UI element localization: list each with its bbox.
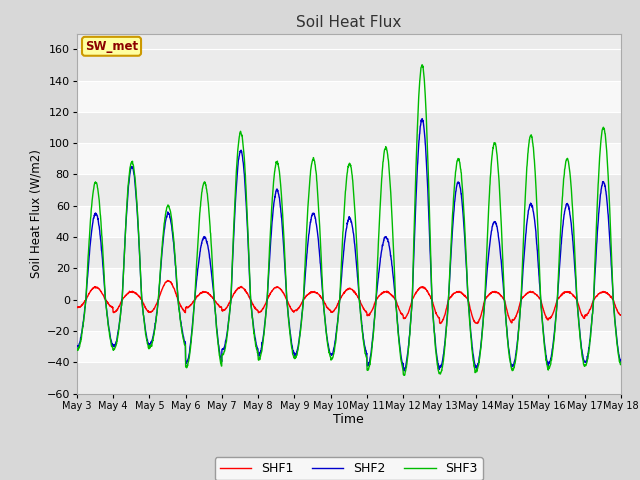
SHF3: [418, 62, 426, 68]
SHF3: [225, 321, 232, 326]
SHF3: [617, 362, 625, 368]
SHF3: [508, 364, 515, 370]
SHF1: [376, 292, 384, 298]
SHF2: [508, 361, 515, 367]
SHF2: [73, 344, 81, 350]
SHF3: [365, 367, 372, 372]
Line: SHF2: SHF2: [77, 119, 621, 371]
Y-axis label: Soil Heat Flux (W/m2): Soil Heat Flux (W/m2): [29, 149, 42, 278]
Bar: [77, 206, 621, 237]
Bar: [77, 174, 621, 206]
SHF1: [508, 320, 515, 325]
Bar: [77, 300, 621, 331]
Bar: [77, 331, 621, 362]
SHF2: [570, 243, 577, 249]
SHF2: [225, 319, 232, 324]
Text: SW_met: SW_met: [85, 40, 138, 53]
SHF1: [73, 304, 81, 310]
SHF3: [401, 372, 408, 378]
SHF3: [570, 217, 577, 223]
Line: SHF3: SHF3: [77, 65, 621, 375]
SHF1: [365, 312, 372, 318]
SHF3: [376, 203, 384, 209]
Bar: [77, 112, 621, 143]
SHF1: [570, 292, 577, 298]
Bar: [77, 143, 621, 174]
SHF3: [73, 347, 81, 352]
Bar: [77, 362, 621, 394]
SHF2: [419, 116, 426, 121]
SHF1: [617, 312, 625, 318]
Bar: [77, 81, 621, 112]
Bar: [77, 237, 621, 268]
SHF1: [584, 310, 592, 315]
X-axis label: Time: Time: [333, 413, 364, 426]
Legend: SHF1, SHF2, SHF3: SHF1, SHF2, SHF3: [214, 457, 483, 480]
SHF1: [225, 301, 232, 307]
Title: Soil Heat Flux: Soil Heat Flux: [296, 15, 401, 30]
SHF2: [584, 349, 592, 355]
SHF2: [376, 258, 384, 264]
SHF2: [400, 368, 408, 374]
SHF3: [584, 350, 592, 356]
SHF2: [365, 363, 372, 369]
Bar: [77, 49, 621, 81]
Bar: [77, 268, 621, 300]
SHF1: [164, 277, 172, 283]
Line: SHF1: SHF1: [77, 280, 621, 324]
SHF2: [617, 359, 625, 365]
SHF1: [436, 321, 444, 326]
